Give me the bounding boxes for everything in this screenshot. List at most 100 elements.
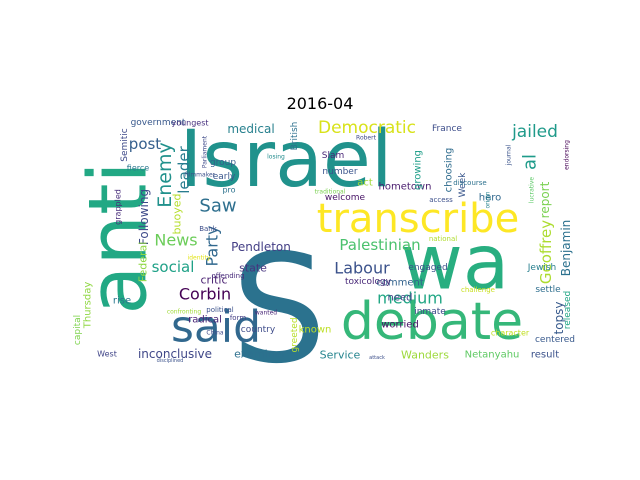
word-disciplined: disciplined: [157, 358, 184, 364]
word-pro: pro: [222, 186, 235, 195]
word-news: News: [154, 231, 197, 250]
word-rise: rise: [113, 296, 131, 307]
word-wanted: wanted: [255, 310, 277, 317]
word-confronting: confronting: [167, 309, 202, 316]
word-social: social: [152, 258, 195, 276]
word-federal: Federal: [137, 242, 150, 283]
word-examiner: examiner: [234, 348, 286, 361]
word-offending: offending: [211, 272, 244, 280]
word-party: Party: [203, 225, 222, 266]
word-critic: critic: [200, 274, 227, 287]
word-filmmaker: filmmaker: [185, 172, 216, 179]
word-access: access: [429, 196, 453, 204]
word-choosing: choosing: [444, 148, 455, 193]
word-semitic: Semitic: [120, 128, 130, 162]
word-inmate: inmate: [414, 307, 446, 317]
word-medium: medium: [377, 289, 443, 308]
word-grappled: grappled: [114, 189, 123, 225]
word-parliament: Parliament: [202, 135, 209, 168]
word-corbin: Corbin: [179, 285, 231, 304]
word-medical: medical: [227, 122, 274, 136]
word-west: West: [97, 350, 117, 359]
word-jailed: jailed: [511, 122, 558, 142]
word-identity: identity: [188, 255, 211, 262]
word-hero: hero: [479, 193, 502, 204]
word-post: post: [129, 135, 162, 153]
word-saw: Saw: [199, 196, 236, 217]
word-labour: Labour: [334, 259, 390, 278]
word-israel: Israel: [179, 115, 392, 205]
word-attack: attack: [369, 355, 385, 361]
word-wa: wa: [401, 218, 510, 307]
word-fierce: fierce: [127, 164, 149, 173]
word-act: act: [357, 178, 373, 189]
word-pendleton: Pendleton: [231, 240, 291, 254]
word-service: Service: [320, 349, 361, 362]
word-bank: Bank: [199, 225, 218, 233]
word-report: report: [538, 181, 552, 218]
word-form: form: [230, 314, 247, 322]
word-settle: settle: [535, 285, 561, 295]
word-early: early: [213, 172, 236, 182]
word-political: political: [206, 306, 233, 314]
word-said: said: [171, 302, 261, 353]
word-capital: capital: [73, 315, 83, 345]
word-engaged: engaged: [408, 263, 447, 273]
word-palestinian: Palestinian: [339, 236, 420, 254]
word-france: France: [432, 124, 462, 134]
word-benjamin: Benjamin: [559, 220, 573, 277]
word-character: character: [491, 329, 530, 338]
word-traditional: traditional: [315, 189, 346, 196]
word-country: country: [241, 325, 276, 335]
word-week: Week: [458, 172, 468, 197]
word-number: number: [322, 167, 357, 177]
word-journal: journal: [506, 144, 513, 166]
chart-title: 2016-04: [287, 94, 354, 113]
word-democratic: Democratic: [318, 118, 416, 138]
word-debate: debate: [341, 292, 523, 352]
word-centered: centered: [535, 335, 575, 345]
word-enemy: Enemy: [154, 142, 176, 208]
word-al: al: [520, 154, 541, 170]
word-known: known: [299, 325, 332, 336]
word-toxicology: toxicology: [345, 277, 392, 287]
word-thursday: Thursday: [83, 282, 94, 330]
word-transcribe: transcribe: [317, 196, 519, 242]
word-netanyahu: Netanyahu: [465, 350, 520, 361]
word-comment: comment: [376, 278, 424, 289]
word-challenge: challenge: [461, 286, 495, 294]
word-british: British: [290, 122, 300, 151]
word-radical: radical: [188, 315, 222, 326]
word-inconclusive: inconclusive: [138, 347, 212, 361]
word-greeted: greeted: [290, 317, 300, 352]
word-buoyed: buoyed: [171, 194, 184, 235]
word-leader: leader: [175, 145, 193, 193]
word-wanders: Wanders: [401, 349, 449, 362]
word-welcome: welcome: [325, 193, 366, 203]
word-youngest: youngest: [171, 119, 208, 128]
word-result: result: [531, 350, 559, 361]
word-endorsing: endorsing: [564, 140, 571, 170]
word-geoffrey: Geoffrey: [537, 220, 555, 284]
word-lucrative: lucrative: [529, 177, 536, 203]
word-china: China: [206, 330, 223, 337]
word-discourse: discourse: [453, 179, 486, 187]
word-slam: Slam: [322, 151, 345, 161]
word-growing: growing: [413, 150, 424, 190]
word-jewish: Jewish: [527, 263, 556, 273]
word-losing: losing: [267, 154, 285, 161]
word-s: S: [231, 223, 326, 397]
word-need: need: [388, 293, 413, 304]
word-anti: anti: [72, 161, 165, 314]
word-released: released: [563, 291, 573, 330]
word-robert: Robert: [356, 135, 377, 142]
word-government: government: [131, 118, 186, 128]
word-topsy: topsy: [552, 301, 566, 334]
word-hometown: hometown: [379, 182, 432, 193]
word-national: national: [429, 235, 457, 243]
word-origin: origin: [485, 191, 492, 208]
word-state: state: [239, 262, 267, 275]
word-group: group: [210, 158, 236, 168]
